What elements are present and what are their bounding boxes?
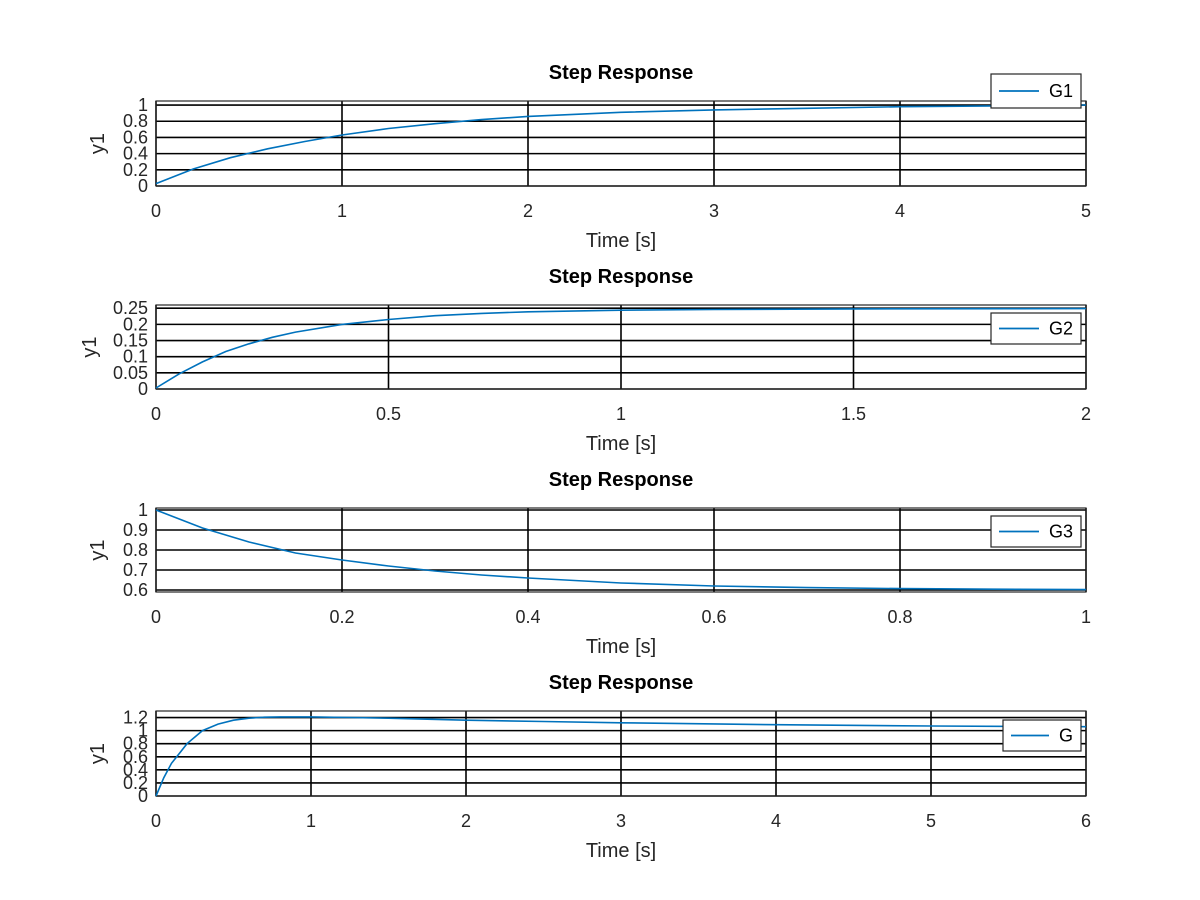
x-tick-label: 0 — [151, 404, 161, 424]
y-tick-label: 0.1 — [123, 347, 148, 367]
axes-box — [155, 100, 1087, 187]
y-tick-label: 0.6 — [123, 580, 148, 600]
x-tick-label: 5 — [1081, 201, 1091, 221]
subplot-title: Step Response — [549, 62, 693, 84]
legend: G1 — [990, 73, 1082, 109]
legend: G2 — [990, 312, 1082, 345]
plot-area — [156, 101, 1086, 186]
x-tick-label: 0 — [151, 201, 161, 221]
legend: G — [1002, 719, 1082, 752]
series-line-g3 — [155, 509, 1087, 591]
x-axis-label: Time [s] — [586, 636, 656, 658]
y-axis-label: y1 — [79, 336, 101, 357]
y-tick-label: 1 — [138, 95, 148, 115]
y-axis-label: y1 — [87, 539, 109, 560]
y-tick-label: 0.2 — [123, 773, 148, 793]
x-tick-label: 2 — [523, 201, 533, 221]
subplot-g1: Step Response Time [s] y1 0 1 2 3 4 500.20.40… — [87, 62, 1091, 252]
axes-box — [155, 304, 1087, 390]
y-tick-label: 0.05 — [113, 363, 148, 383]
y-axis-label: y1 — [87, 133, 109, 154]
x-tick-label: 1 — [1081, 607, 1091, 627]
y-tick-label: 0 — [138, 786, 148, 806]
subplot-g: Step Response Time [s] y1 0 1 2 3 4 5 6 00.20.4… — [87, 672, 1091, 862]
x-tick-label: 0.2 — [329, 607, 354, 627]
x-tick-label: 1 — [337, 201, 347, 221]
y-tick-label: 1 — [138, 500, 148, 520]
x-tick-label: 0 — [151, 811, 161, 831]
y-tick-label: 0.6 — [123, 747, 148, 767]
x-tick-label: 1.5 — [841, 404, 866, 424]
y-tick-label: 0.4 — [123, 144, 148, 164]
subplot-title: Step Response — [549, 469, 693, 491]
y-tick-label: 0 — [138, 379, 148, 399]
x-tick-label: 1 — [616, 404, 626, 424]
y-axis-label: y1 — [87, 743, 109, 764]
series-line-g2 — [155, 307, 1087, 389]
x-tick-label: 1 — [306, 811, 316, 831]
subplot-title: Step Response — [549, 266, 693, 288]
x-tick-label: 0.5 — [376, 404, 401, 424]
x-tick-label: 6 — [1081, 811, 1091, 831]
y-tick-label: 0.7 — [123, 560, 148, 580]
x-axis-label: Time [s] — [586, 433, 656, 455]
legend-entry: G2 — [1049, 319, 1073, 339]
y-tick-label: 0 — [138, 176, 148, 196]
axes-box — [155, 710, 1087, 797]
y-tick-label: 0.6 — [123, 127, 148, 147]
series-line-g — [155, 716, 1087, 797]
legend-entry: G — [1059, 726, 1073, 746]
x-axis-label: Time [s] — [586, 840, 656, 862]
x-tick-label: 0.4 — [515, 607, 540, 627]
y-tick-label: 0.4 — [123, 760, 148, 780]
x-axis-label: Time [s] — [586, 230, 656, 252]
legend-entry: G1 — [1049, 81, 1073, 101]
y-tick-label: 1.2 — [123, 708, 148, 728]
y-tick-label: 0.8 — [123, 540, 148, 560]
y-tick-label: 0.9 — [123, 520, 148, 540]
series-line-g1 — [155, 104, 1087, 185]
x-tick-label: 0.8 — [887, 607, 912, 627]
legend: G3 — [990, 515, 1082, 548]
subplot-title: Step Response — [549, 672, 693, 694]
y-tick-label: 1 — [138, 721, 148, 741]
x-tick-label: 0 — [151, 607, 161, 627]
x-tick-label: 3 — [616, 811, 626, 831]
legend-entry: G3 — [1049, 522, 1073, 542]
y-tick-label: 0.2 — [123, 160, 148, 180]
subplot-g2: Step Response Time [s] y1 0 0.5 1 1.5 200.05… — [79, 266, 1091, 455]
y-tick-label: 0.25 — [113, 298, 148, 318]
subplot-g3: Step Response Time [s] y1 0 0.2 0.4 0.6 0.8 1… — [87, 469, 1091, 658]
y-tick-label: 0.8 — [123, 734, 148, 754]
x-tick-label: 0.6 — [701, 607, 726, 627]
x-tick-label: 4 — [895, 201, 905, 221]
x-tick-label: 2 — [1081, 404, 1091, 424]
y-tick-label: 0.2 — [123, 314, 148, 334]
x-tick-label: 5 — [926, 811, 936, 831]
y-tick-label: 0.8 — [123, 111, 148, 131]
x-tick-label: 4 — [771, 811, 781, 831]
y-tick-label: 0.15 — [113, 331, 148, 351]
grid — [155, 508, 1087, 592]
x-tick-label: 3 — [709, 201, 719, 221]
axes-box — [155, 507, 1087, 593]
x-tick-label: 2 — [461, 811, 471, 831]
